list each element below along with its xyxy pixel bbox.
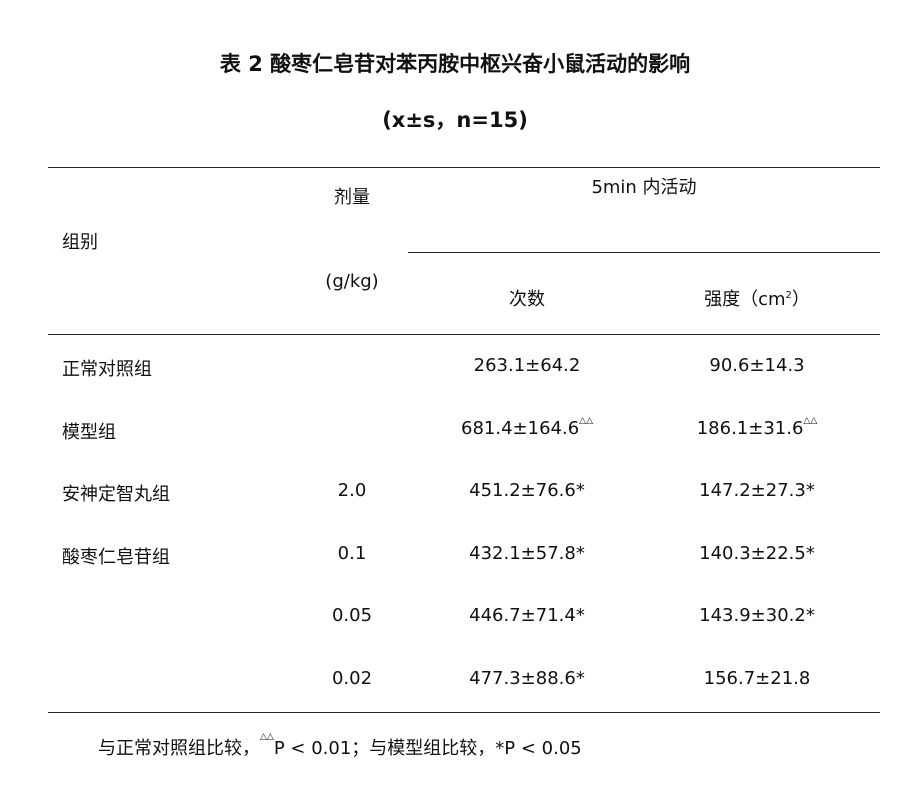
top-rule [48, 167, 880, 168]
cell-count: 451.2±76.6* [469, 480, 585, 501]
header-sub-rule [408, 252, 880, 253]
cell-group: 正常对照组 [62, 359, 152, 380]
cell-intensity: 186.1±31.6△△ [696, 416, 818, 439]
header-dose: 剂量 [334, 187, 370, 208]
cell-intensity-value: 143.9±30.2* [699, 605, 815, 626]
cell-count: 477.3±88.6* [469, 668, 585, 689]
footnote-mark: △△ [260, 732, 274, 742]
cell-group: 酸枣仁皂苷组 [62, 547, 170, 568]
cell-group: 安神定智丸组 [62, 484, 170, 505]
cell-intensity: 147.2±27.3* [699, 480, 815, 501]
cell-intensity-value: 186.1±31.6 [696, 418, 804, 439]
cell-dose: 0.05 [331, 605, 373, 626]
cell-dose: 2.0 [337, 480, 367, 501]
cell-intensity-value: 90.6±14.3 [709, 355, 805, 376]
cell-dose: 0.02 [331, 668, 373, 689]
cell-count-mark: △△ [579, 416, 593, 426]
cell-count-value: 451.2±76.6* [469, 480, 585, 501]
footnote: 与正常对照组比较，△△P < 0.01；与模型组比较，*P < 0.05 [98, 732, 582, 760]
header-group: 组别 [62, 232, 98, 253]
cell-count-value: 681.4±164.6 [461, 418, 580, 439]
footnote-part2: P < 0.01；与模型组比较，*P < 0.05 [273, 738, 582, 759]
cell-dose: 0.1 [337, 543, 367, 564]
cell-count: 263.1±64.2 [474, 355, 581, 376]
header-intensity: 强度（cm2） [704, 285, 810, 311]
cell-count: 446.7±71.4* [469, 605, 585, 626]
header-rule [48, 334, 880, 335]
header-intensity-end: ） [791, 289, 810, 310]
header-activity: 5min 内活动 [591, 177, 697, 198]
bottom-rule [48, 712, 880, 713]
cell-intensity: 143.9±30.2* [699, 605, 815, 626]
cell-intensity-value: 147.2±27.3* [699, 480, 815, 501]
footnote-part1: 与正常对照组比较， [98, 738, 260, 759]
cell-count-value: 263.1±64.2 [473, 355, 581, 376]
cell-count: 681.4±164.6△△ [461, 416, 593, 439]
header-intensity-sup: 2 [785, 290, 792, 301]
header-intensity-text: 强度（cm [704, 289, 786, 310]
table-title: 表 2 酸枣仁皂苷对苯丙胺中枢兴奋小鼠活动的影响 [219, 52, 691, 76]
header-count: 次数 [509, 289, 545, 310]
cell-intensity: 90.6±14.3 [709, 355, 804, 376]
cell-intensity-value: 156.7±21.8 [703, 668, 811, 689]
cell-group: 模型组 [62, 422, 116, 443]
cell-intensity: 140.3±22.5* [699, 543, 815, 564]
cell-intensity-mark: △△ [803, 416, 818, 426]
cell-intensity-value: 140.3±22.5* [699, 543, 815, 564]
table-subtitle: (x±s，n=15) [382, 108, 528, 132]
cell-count: 432.1±57.8* [469, 543, 585, 564]
cell-intensity: 156.7±21.8 [704, 668, 811, 689]
cell-count-value: 477.3±88.6* [469, 668, 585, 689]
cell-count-value: 446.7±71.4* [469, 605, 585, 626]
header-dose-unit: (g/kg) [325, 271, 379, 292]
cell-count-value: 432.1±57.8* [469, 543, 585, 564]
